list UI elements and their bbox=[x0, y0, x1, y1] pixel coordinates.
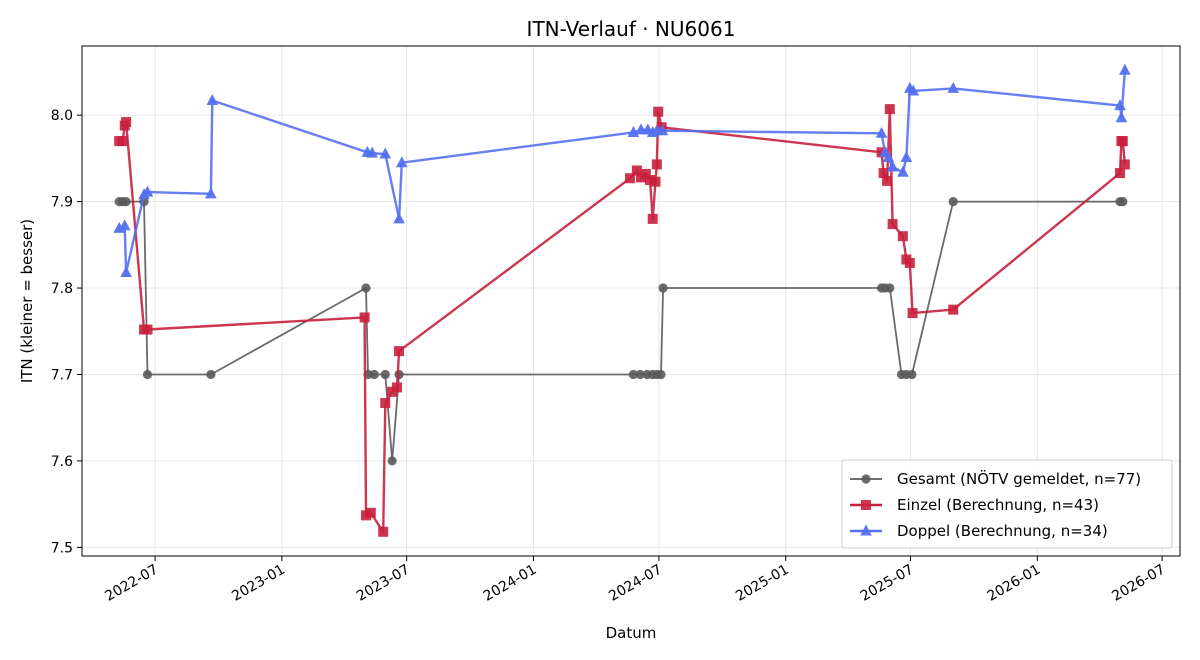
data-point bbox=[391, 382, 402, 393]
data-point bbox=[380, 369, 390, 380]
data-point bbox=[359, 312, 370, 323]
series-layer bbox=[113, 63, 1131, 537]
y-tick-label: 7.6 bbox=[51, 454, 73, 470]
data-point bbox=[1118, 196, 1128, 207]
legend-entry: Doppel (Berechnung, n=34) bbox=[850, 522, 1108, 540]
data-point bbox=[117, 136, 128, 147]
data-point bbox=[904, 257, 915, 268]
data-point bbox=[640, 168, 651, 179]
data-point bbox=[631, 165, 642, 176]
data-point bbox=[121, 117, 132, 128]
data-point bbox=[379, 147, 392, 159]
legend-label: Doppel (Berechnung, n=34) bbox=[897, 522, 1108, 540]
data-point bbox=[907, 308, 918, 319]
legend-marker bbox=[861, 500, 871, 510]
data-point bbox=[1115, 168, 1126, 179]
legend-box bbox=[841, 459, 1173, 549]
y-axis-title: ITN (kleiner = besser) bbox=[18, 219, 36, 383]
data-point bbox=[882, 151, 895, 163]
legend: Gesamt (NÖTV gemeldet, n=77) Einzel (Bere… bbox=[841, 459, 1173, 549]
data-point bbox=[875, 126, 888, 138]
data-point bbox=[647, 213, 658, 224]
y-axis: 7.5 7.6 7.7 7.8 7.9 8.0 bbox=[51, 108, 82, 556]
data-point bbox=[884, 104, 895, 115]
data-point bbox=[897, 165, 909, 177]
data-point bbox=[121, 196, 131, 207]
data-point bbox=[206, 93, 219, 105]
data-point bbox=[393, 212, 405, 224]
legend-marker bbox=[861, 474, 871, 484]
y-tick-label: 7.9 bbox=[51, 195, 73, 211]
data-point bbox=[887, 219, 898, 230]
legend-entry: Einzel (Berechnung, n=43) bbox=[850, 496, 1099, 514]
data-point bbox=[886, 160, 899, 172]
data-point bbox=[1114, 99, 1126, 111]
data-point bbox=[369, 369, 379, 380]
data-point bbox=[142, 324, 153, 335]
data-point bbox=[142, 369, 153, 380]
data-point bbox=[656, 124, 669, 136]
data-point bbox=[878, 168, 889, 179]
y-tick-label: 7.8 bbox=[51, 281, 73, 297]
legend-label: Gesamt (NÖTV gemeldet, n=77) bbox=[897, 469, 1141, 488]
data-point bbox=[1115, 111, 1128, 123]
data-point bbox=[118, 219, 131, 231]
data-point bbox=[365, 507, 376, 518]
data-point bbox=[656, 369, 666, 380]
data-point bbox=[650, 176, 661, 187]
legend-entry: Gesamt (NÖTV gemeldet, n=77) bbox=[850, 469, 1141, 488]
y-tick-label: 7.5 bbox=[51, 540, 73, 556]
data-point bbox=[658, 283, 668, 293]
data-point bbox=[1119, 63, 1131, 75]
data-point bbox=[653, 106, 664, 117]
data-point bbox=[900, 151, 913, 163]
data-point bbox=[206, 369, 216, 380]
data-point bbox=[1117, 136, 1128, 147]
y-tick-label: 7.7 bbox=[51, 367, 73, 383]
data-point bbox=[948, 304, 959, 315]
data-point bbox=[205, 187, 217, 199]
data-point bbox=[380, 398, 391, 408]
data-point bbox=[120, 265, 132, 277]
legend-marker bbox=[860, 524, 872, 536]
data-point bbox=[628, 369, 639, 380]
x-axis-title: Datum bbox=[606, 624, 657, 642]
y-tick-label: 8.0 bbox=[51, 108, 73, 124]
data-point bbox=[635, 369, 645, 380]
data-point bbox=[948, 196, 958, 207]
data-point bbox=[876, 147, 887, 158]
data-point bbox=[366, 146, 378, 158]
data-point bbox=[378, 526, 389, 537]
data-point bbox=[394, 346, 405, 357]
data-point bbox=[396, 156, 408, 168]
legend-label: Einzel (Berechnung, n=43) bbox=[897, 496, 1099, 514]
data-point bbox=[1119, 159, 1130, 170]
data-point bbox=[361, 283, 371, 293]
plot-frame bbox=[81, 45, 1181, 557]
data-point bbox=[624, 173, 635, 184]
data-point bbox=[387, 456, 397, 466]
data-point bbox=[882, 175, 893, 186]
data-point bbox=[644, 174, 655, 185]
series-triangle bbox=[113, 63, 1131, 277]
chart-title: ITN-Verlauf · NU6061 bbox=[527, 17, 736, 41]
data-point bbox=[897, 231, 908, 242]
data-point bbox=[907, 84, 920, 96]
series-square bbox=[114, 104, 1130, 537]
data-point bbox=[651, 159, 662, 170]
data-point bbox=[141, 185, 154, 197]
data-point bbox=[907, 369, 917, 380]
data-point bbox=[947, 81, 960, 93]
series-circle bbox=[114, 196, 1128, 466]
data-point bbox=[885, 283, 895, 293]
